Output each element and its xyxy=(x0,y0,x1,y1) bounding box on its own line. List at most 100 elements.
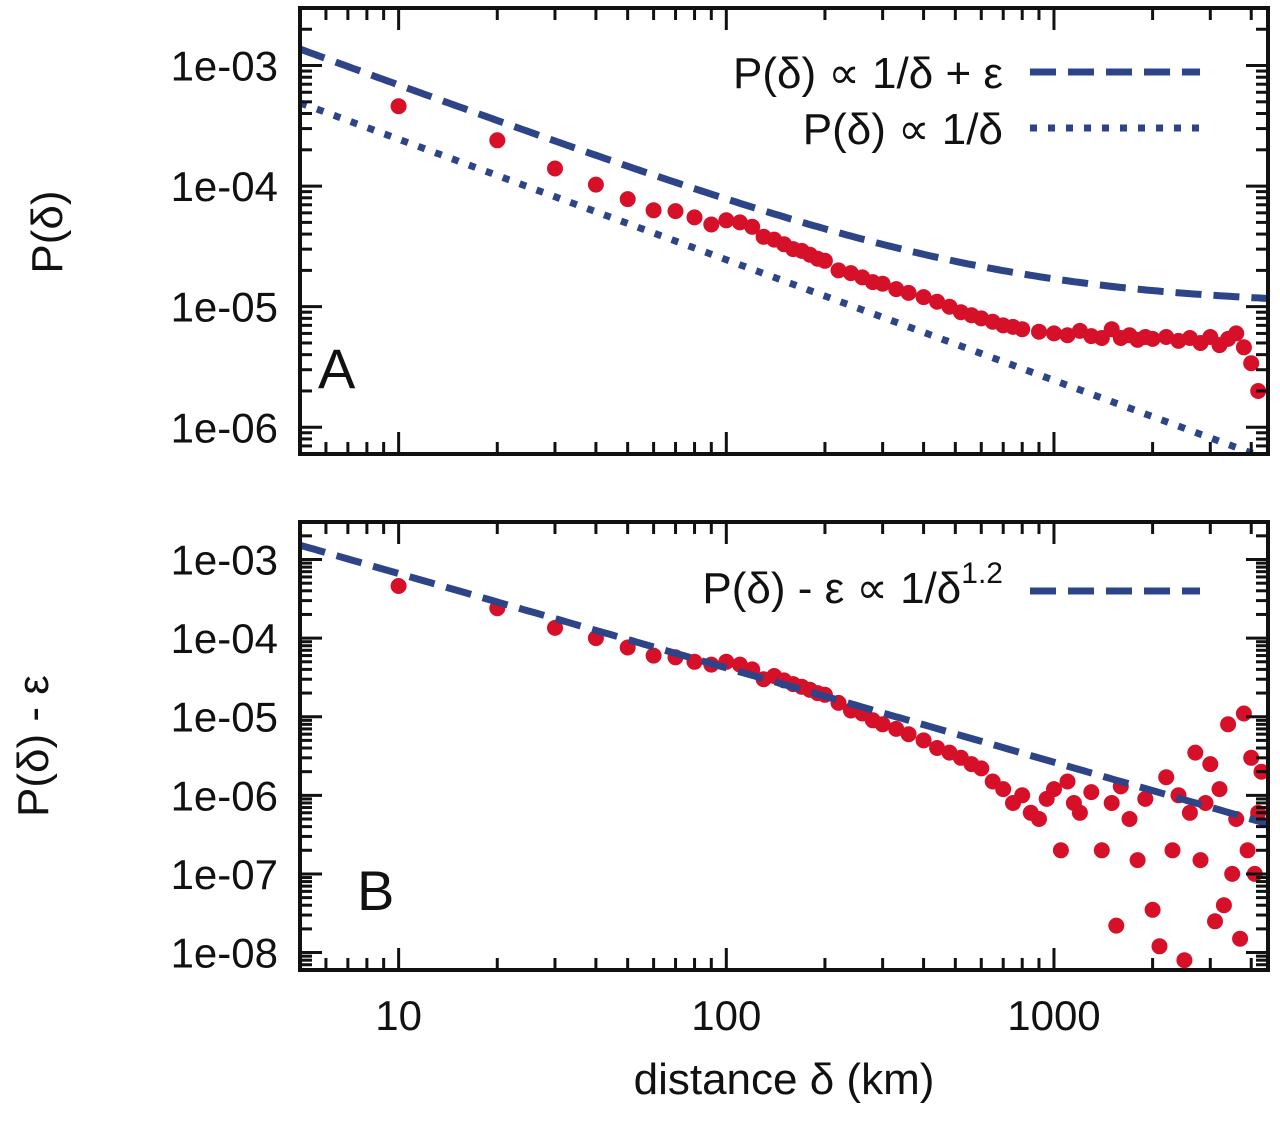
data-point xyxy=(915,289,932,306)
data-point xyxy=(744,218,761,235)
data-point xyxy=(1243,749,1260,766)
y-tick-label: 1e-07 xyxy=(171,851,278,898)
data-point xyxy=(1215,897,1232,914)
y-tick-label: 1e-06 xyxy=(171,404,278,451)
data-point xyxy=(1181,804,1198,821)
panel-b-legend: P(δ) - ε ∝ 1/δ1.2 xyxy=(702,557,1200,613)
data-point xyxy=(1235,339,1252,356)
y-tick-label: 1e-05 xyxy=(171,694,278,741)
data-point xyxy=(619,191,636,208)
data-point xyxy=(686,653,703,670)
data-point xyxy=(1121,811,1138,827)
panel-b-ylabel: P(δ) - ε xyxy=(9,675,58,817)
data-point xyxy=(830,262,847,279)
data-point xyxy=(547,160,563,177)
data-point xyxy=(1151,938,1168,955)
data-point xyxy=(1144,330,1161,347)
data-point xyxy=(703,216,720,233)
data-point xyxy=(1187,744,1204,761)
data-point xyxy=(1046,325,1062,342)
data-point xyxy=(1176,952,1193,969)
data-point xyxy=(1071,804,1088,821)
panel-a-letter: A xyxy=(318,337,356,400)
panel-a-frame xyxy=(298,6,1270,456)
data-point xyxy=(929,293,946,310)
data-point xyxy=(1192,852,1209,869)
data-point xyxy=(718,212,735,229)
data-point xyxy=(973,760,990,777)
x-tick-label: 10 xyxy=(375,992,422,1039)
data-point xyxy=(645,202,662,219)
data-point xyxy=(1228,325,1245,342)
data-point xyxy=(929,740,946,756)
data-point xyxy=(645,647,662,664)
data-point xyxy=(1158,329,1175,345)
data-point xyxy=(900,284,917,301)
legend-label-a-0: P(δ) ∝ 1/δ + ε xyxy=(733,49,1003,98)
series-line-b-1 xyxy=(300,541,1268,828)
data-point xyxy=(1158,769,1175,786)
data-point xyxy=(1093,842,1110,859)
legend-b-0-exponent: 1.2 xyxy=(961,557,1003,590)
data-point xyxy=(915,732,932,749)
legend-b-0-base: P(δ) - ε ∝ 1/δ xyxy=(702,564,961,613)
data-point xyxy=(390,98,407,115)
data-point xyxy=(1046,781,1062,798)
data-point xyxy=(874,275,891,292)
data-point xyxy=(1129,852,1146,869)
data-point xyxy=(489,132,506,149)
panel-a-marks xyxy=(300,45,1268,454)
y-tick-label: 1e-03 xyxy=(171,43,278,90)
y-tick-label: 1e-05 xyxy=(171,284,278,331)
data-point xyxy=(1207,913,1223,930)
panel-a-axes: 1e-03 1e-04 1e-05 1e-06 xyxy=(171,6,1268,456)
data-point xyxy=(686,209,703,226)
plot-area-b xyxy=(300,541,1268,969)
data-point xyxy=(547,619,563,636)
data-point xyxy=(888,720,905,737)
panel-a-legend: P(δ) ∝ 1/δ + ε P(δ) ∝ 1/δ xyxy=(733,49,1200,154)
data-point xyxy=(1232,930,1249,947)
data-point xyxy=(1164,842,1181,859)
data-point xyxy=(1144,901,1161,918)
data-point xyxy=(587,176,604,193)
y-tick-label: 1e-03 xyxy=(171,537,278,584)
data-point xyxy=(1211,781,1228,798)
data-point xyxy=(390,578,407,594)
y-tick-label: 1e-04 xyxy=(171,615,278,662)
series-line-a-2 xyxy=(300,99,1265,454)
data-point xyxy=(995,781,1012,798)
data-point xyxy=(1031,323,1047,340)
data-point xyxy=(731,214,748,231)
y-tick-label: 1e-04 xyxy=(171,163,278,210)
data-point xyxy=(731,656,748,673)
data-point xyxy=(1059,773,1076,790)
data-point xyxy=(1197,795,1214,811)
data-point xyxy=(667,203,684,220)
data-point xyxy=(1014,321,1031,338)
panel-b-frame xyxy=(298,520,1270,972)
data-point xyxy=(1052,842,1069,859)
panel-b-letter: B xyxy=(357,859,394,922)
data-point xyxy=(1224,865,1241,882)
data-point xyxy=(1103,795,1120,811)
panel-a-ylabel: P(δ) xyxy=(23,190,72,273)
data-point xyxy=(1220,716,1237,733)
data-point xyxy=(1014,787,1031,804)
legend-label-b-0: P(δ) - ε ∝ 1/δ1.2 xyxy=(702,557,1003,613)
plot-area-a xyxy=(300,45,1268,454)
data-point xyxy=(1137,790,1154,807)
data-point xyxy=(1235,705,1252,722)
data-point xyxy=(874,716,891,733)
data-point xyxy=(900,726,917,743)
x-tick-label: 1000 xyxy=(1007,992,1100,1039)
data-point xyxy=(888,281,905,298)
legend-label-a-1: P(δ) ∝ 1/δ xyxy=(803,105,1003,154)
data-point xyxy=(1243,355,1260,372)
x-tick-label: 100 xyxy=(691,992,761,1039)
y-tick-label: 1e-06 xyxy=(171,772,278,819)
data-point xyxy=(1239,842,1256,859)
y-tick-label: 1e-08 xyxy=(171,930,278,977)
